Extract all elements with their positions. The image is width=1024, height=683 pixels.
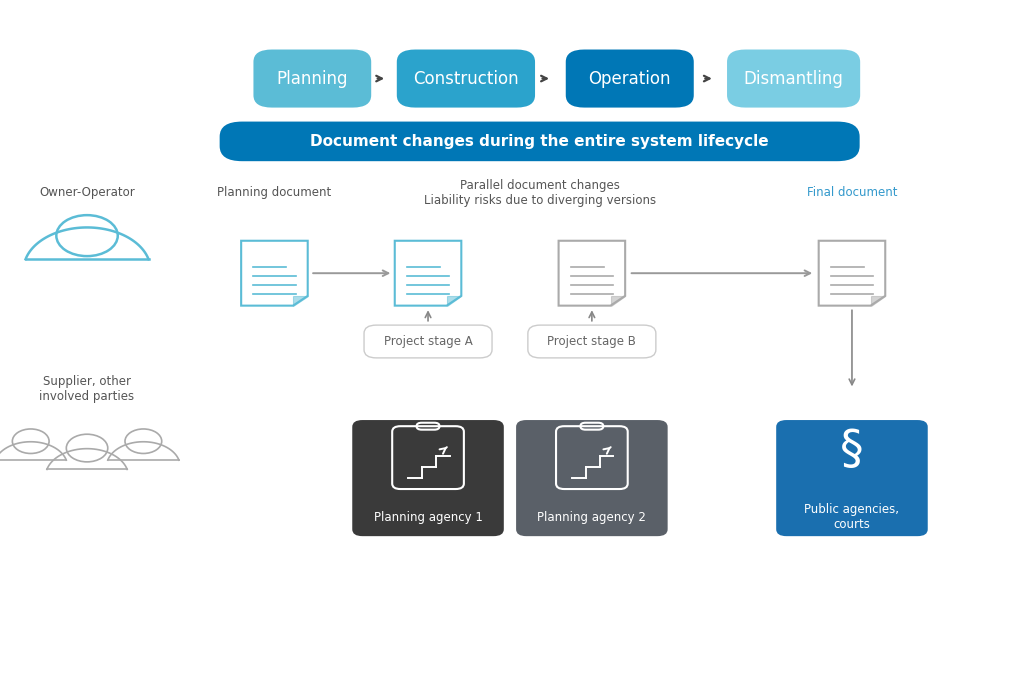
Text: Document changes during the entire system lifecycle: Document changes during the entire syste… (310, 134, 769, 149)
FancyBboxPatch shape (565, 50, 694, 107)
Polygon shape (242, 241, 307, 306)
FancyBboxPatch shape (776, 420, 928, 536)
Text: Planning agency 1: Planning agency 1 (374, 510, 482, 524)
Text: Construction: Construction (413, 70, 519, 87)
FancyBboxPatch shape (365, 325, 492, 358)
Text: Project stage A: Project stage A (384, 335, 472, 348)
FancyBboxPatch shape (528, 325, 655, 358)
Text: Parallel document changes
Liability risks due to diverging versions: Parallel document changes Liability risk… (424, 179, 655, 206)
Polygon shape (559, 241, 625, 306)
Text: §: § (840, 428, 864, 473)
Polygon shape (819, 241, 885, 306)
Text: Owner-Operator: Owner-Operator (39, 186, 135, 199)
Text: Public agencies,
courts: Public agencies, courts (805, 503, 899, 531)
FancyBboxPatch shape (727, 50, 860, 107)
FancyBboxPatch shape (352, 420, 504, 536)
Text: Planning agency 2: Planning agency 2 (538, 510, 646, 524)
Polygon shape (446, 296, 461, 306)
Text: Project stage B: Project stage B (548, 335, 636, 348)
FancyBboxPatch shape (516, 420, 668, 536)
FancyBboxPatch shape (254, 50, 371, 107)
Text: Planning: Planning (276, 70, 348, 87)
Polygon shape (610, 296, 625, 306)
Text: Supplier, other
involved parties: Supplier, other involved parties (40, 376, 134, 403)
Text: Planning document: Planning document (217, 186, 332, 199)
Polygon shape (394, 241, 461, 306)
Text: Final document: Final document (807, 186, 897, 199)
Polygon shape (293, 296, 307, 306)
Polygon shape (870, 296, 885, 306)
Text: Operation: Operation (589, 70, 671, 87)
Text: Dismantling: Dismantling (743, 70, 844, 87)
FancyBboxPatch shape (397, 50, 535, 107)
FancyBboxPatch shape (220, 122, 860, 161)
